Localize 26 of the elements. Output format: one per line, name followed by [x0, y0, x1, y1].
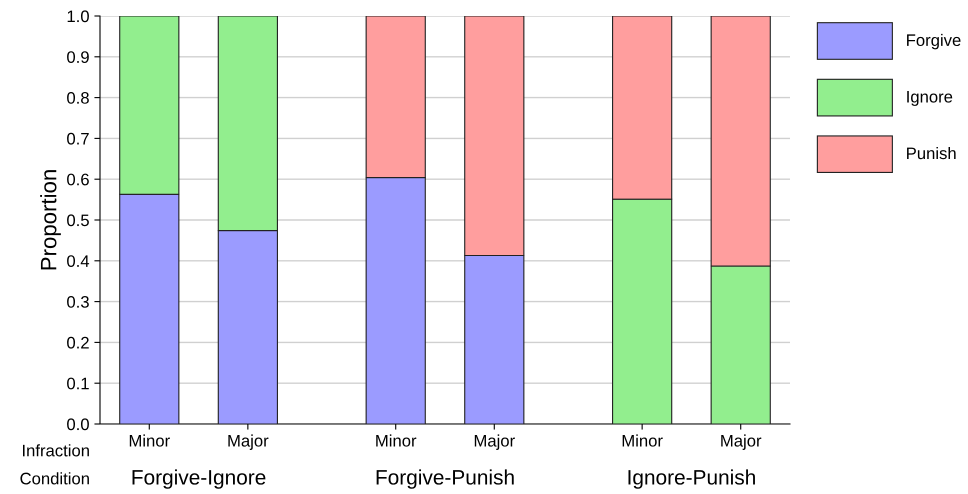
legend-label: Punish: [907, 146, 956, 160]
text: Condition: [20, 472, 89, 484]
y-tick-label: 1.0: [68, 10, 89, 22]
y-tick-label: 0.2: [67, 336, 89, 349]
y-tick-label: 0.7: [67, 132, 89, 145]
x-tick-label: Minor: [376, 434, 416, 447]
y-tick-label: 0.6: [67, 174, 89, 186]
text: Forgive-Ignore: [132, 469, 266, 489]
y-tick-label: 0.8: [67, 92, 89, 104]
x-tick-label: Major: [721, 434, 762, 450]
y-tick-label: 0.0: [67, 418, 89, 430]
x-tick-label: Major: [228, 434, 268, 450]
y-tick-label: 0.1: [67, 378, 89, 390]
text: Ignore-Punish: [628, 469, 755, 489]
text: Forgive-Punish: [376, 469, 514, 489]
legend-label: Ignore: [907, 91, 952, 106]
y-tick-label: 0.5: [67, 214, 89, 226]
legend-label: Forgive: [907, 34, 961, 50]
y-tick-label: 0.4: [67, 255, 90, 268]
y-tick-label: 0.3: [67, 296, 89, 308]
x-tick-label: Minor: [130, 434, 170, 447]
y-tick-label: 0.9: [67, 51, 89, 64]
x-tick-label: Minor: [622, 434, 663, 447]
text: Infraction: [22, 444, 89, 456]
x-tick-label: Major: [474, 434, 515, 450]
y-axis-title: Proportion: [40, 170, 61, 270]
